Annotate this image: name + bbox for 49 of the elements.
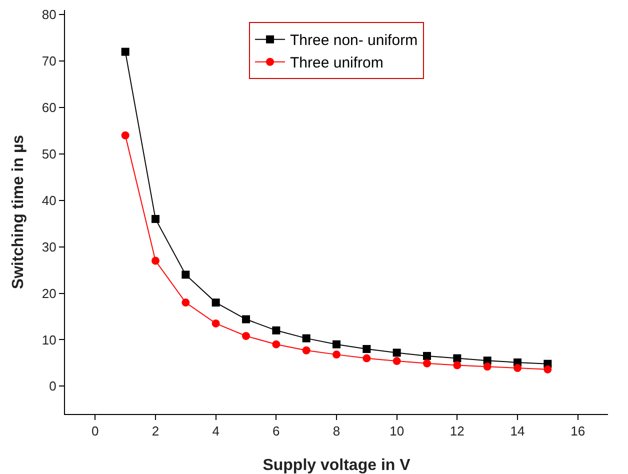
point (423, 359, 431, 368)
point (152, 256, 160, 265)
point (362, 354, 371, 362)
x-tick-label: 2 (152, 424, 160, 439)
x-tick-label: 8 (332, 424, 340, 439)
x-tick-label: 4 (212, 424, 220, 439)
y-tick-label: 20 (42, 286, 56, 301)
point (362, 344, 371, 353)
point (182, 270, 190, 279)
y-tick-label: 70 (42, 54, 56, 69)
y-axis-title: Switching time in µs (10, 134, 27, 290)
point (453, 354, 462, 362)
x-axis-title: Supply voltage in V (262, 457, 411, 474)
point (152, 214, 160, 223)
point (121, 48, 130, 56)
point (483, 362, 492, 371)
legend-label: Three unifrom (290, 54, 384, 72)
point (121, 131, 130, 140)
point (302, 346, 310, 354)
point (392, 348, 401, 357)
y-tick-label: 10 (42, 332, 56, 348)
point (453, 361, 462, 370)
point (423, 352, 431, 360)
point (392, 357, 401, 366)
point (332, 340, 340, 348)
point (242, 332, 250, 340)
legend-label: Three non- uniform (290, 32, 418, 50)
x-tick-label: 0 (92, 424, 99, 439)
y-tick-label: 60 (42, 100, 56, 116)
y-tick-label: 50 (42, 146, 56, 162)
point (332, 350, 340, 359)
point (212, 319, 220, 328)
point (302, 334, 310, 342)
y-tick-label: 80 (42, 7, 56, 22)
point (242, 315, 250, 324)
point (272, 326, 280, 334)
x-tick-label: 12 (450, 424, 464, 439)
x-tick-label: 14 (510, 424, 525, 439)
x-tick-label: 16 (570, 424, 586, 439)
point (212, 298, 220, 307)
point (514, 364, 522, 372)
point (272, 340, 280, 348)
y-tick-label: 0 (49, 378, 56, 394)
x-tick-label: 6 (272, 424, 280, 439)
point (182, 298, 190, 307)
x-tick-label: 10 (390, 424, 404, 439)
point (544, 365, 552, 374)
y-tick-label: 30 (42, 239, 56, 254)
y-tick-label: 40 (42, 192, 56, 208)
